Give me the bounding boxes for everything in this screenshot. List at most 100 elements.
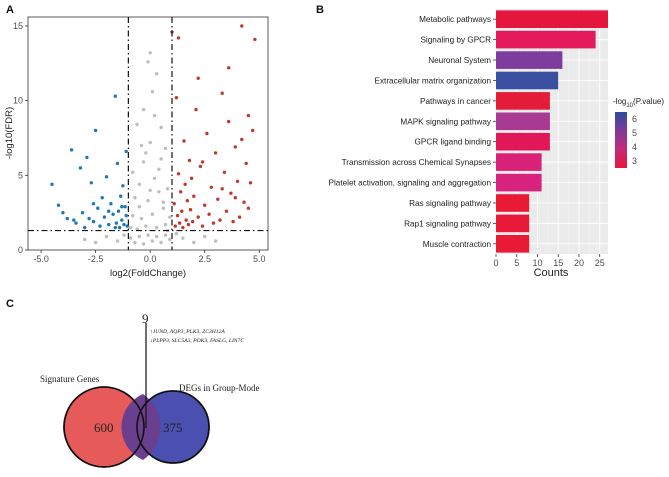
- volcano-y-ticks: 0 5 10 15: [13, 21, 28, 255]
- volcano-point-ns: [139, 143, 144, 148]
- volcano-point-ns: [83, 237, 87, 242]
- volcano-point-ns: [152, 176, 157, 180]
- bar-x-tick-label: 10: [532, 258, 542, 268]
- venn-overlap-region: [121, 394, 161, 460]
- volcano-point-up: [233, 196, 237, 200]
- volcano-point-down: [104, 175, 109, 179]
- volcano-point-down: [96, 206, 100, 210]
- bar-x-tick-label: 5: [514, 258, 519, 268]
- volcano-point-ns: [163, 233, 168, 237]
- volcano-point-down: [124, 149, 128, 154]
- right-set-label: DEGs in Group-Mode: [179, 383, 260, 393]
- panel-b: B Metabolic pathways Signaling by GPCR Neu…: [316, 4, 664, 279]
- volcano-point-down: [117, 225, 122, 230]
- volcano-point-ns: [148, 188, 152, 192]
- volcano-point-up: [246, 113, 251, 118]
- volcano-point-down: [65, 216, 70, 221]
- volcano-point-up: [220, 187, 224, 191]
- volcano-point-up: [251, 128, 255, 133]
- volcano-point-ns: [163, 222, 168, 227]
- volcano-point-ns: [155, 234, 159, 239]
- bar-x-tick-label: 0: [493, 258, 498, 268]
- bar-x-tick-label: 25: [595, 258, 605, 268]
- volcano-point-up: [194, 107, 198, 112]
- volcano-plot-frame: [27, 16, 269, 251]
- volcano-y-tick-label: 0: [18, 245, 23, 255]
- volcano-point-down: [91, 202, 96, 206]
- volcano-point-up: [185, 199, 189, 203]
- volcano-point-down: [69, 148, 74, 152]
- volcano-point-ns: [128, 236, 133, 240]
- bar: [496, 214, 530, 233]
- volcano-x-ticks: -5.0 -2.5 0.0 2.5 5.0: [33, 250, 266, 264]
- legend-label-5: 5: [632, 128, 637, 138]
- bar: [496, 51, 563, 69]
- volcano-point-down: [122, 222, 126, 227]
- bar-category-label: Ras signaling pathway: [409, 199, 492, 208]
- volcano-point-up: [224, 209, 229, 213]
- venn-outline-left: [63, 386, 145, 468]
- volcano-point-ns: [159, 157, 163, 161]
- volcano-point-ns: [155, 225, 159, 230]
- volcano-point-ns: [133, 196, 137, 200]
- left-set-count: 600: [94, 420, 114, 435]
- volcano-point-up: [246, 206, 251, 210]
- bar: [496, 10, 608, 28]
- volcano-point-up: [227, 66, 231, 70]
- downregulated-genes: ↓PLPP3, SLC5A3, PDK3, FASLG, LIN7C: [150, 338, 244, 344]
- bar-gridlines: [495, 9, 608, 254]
- volcano-point-down: [114, 221, 119, 225]
- panel-a-letter: A: [6, 4, 14, 16]
- volcano-point-ns: [104, 234, 109, 239]
- volcano-point-up: [172, 202, 176, 206]
- left-set-label: Signature Genes: [40, 374, 100, 384]
- volcano-point-up: [240, 24, 244, 28]
- volcano-point-ns: [165, 187, 170, 191]
- volcano-x-tick-label: 0.0: [144, 254, 157, 264]
- volcano-point-up: [182, 139, 186, 143]
- volcano-point-up: [192, 194, 196, 198]
- volcano-y-tick-label: 5: [18, 170, 23, 180]
- bar: [496, 173, 542, 192]
- volcano-point-down: [100, 196, 104, 200]
- volcano-point-ns: [131, 213, 135, 218]
- volcano-x-tick-label: 2.5: [198, 254, 211, 264]
- volcano-point-up: [233, 145, 237, 149]
- volcano-point-down: [98, 224, 102, 228]
- volcano-point-up: [240, 137, 244, 142]
- volcano-point-up: [213, 151, 218, 155]
- volcano-point-ns: [135, 227, 139, 231]
- volcano-point-ns: [150, 239, 155, 243]
- bar: [496, 71, 559, 90]
- volcano-point-ns: [159, 240, 163, 245]
- panel-c-letter: C: [6, 298, 14, 310]
- bar: [496, 153, 542, 171]
- volcano-point-up: [181, 225, 185, 230]
- volcano-threshold-lines: [28, 17, 268, 250]
- volcano-point-up: [200, 224, 205, 228]
- volcano-point-down: [80, 211, 85, 215]
- volcano-point-down: [87, 216, 91, 221]
- bar-legend: -log10(P.value) 6 5 4 3: [613, 97, 664, 168]
- bar-category-label: GPCR ligand binding: [415, 138, 492, 147]
- volcano-point-up: [216, 197, 220, 201]
- volcano-point-up: [220, 91, 224, 95]
- volcano-point-ns: [148, 51, 152, 55]
- volcano-point-down: [107, 209, 111, 213]
- volcano-point-up: [248, 181, 253, 185]
- volcano-point-down: [91, 219, 96, 224]
- volcano-point-down: [121, 184, 125, 188]
- volcano-point-up: [231, 219, 235, 224]
- volcano-point-up: [235, 179, 240, 183]
- volcano-point-ns: [148, 140, 152, 145]
- volcano-point-down: [89, 181, 94, 185]
- volcano-point-ns: [139, 216, 144, 221]
- volcano-point-ns: [181, 236, 185, 240]
- volcano-point-down: [107, 222, 111, 227]
- bar-category-label: MAPK signaling pathway: [400, 117, 491, 126]
- volcano-point-ns: [168, 237, 172, 242]
- volcano-point-up: [237, 215, 242, 219]
- volcano-point-ns: [137, 182, 141, 186]
- volcano-point-ns: [157, 190, 161, 194]
- volcano-point-ns: [163, 146, 168, 151]
